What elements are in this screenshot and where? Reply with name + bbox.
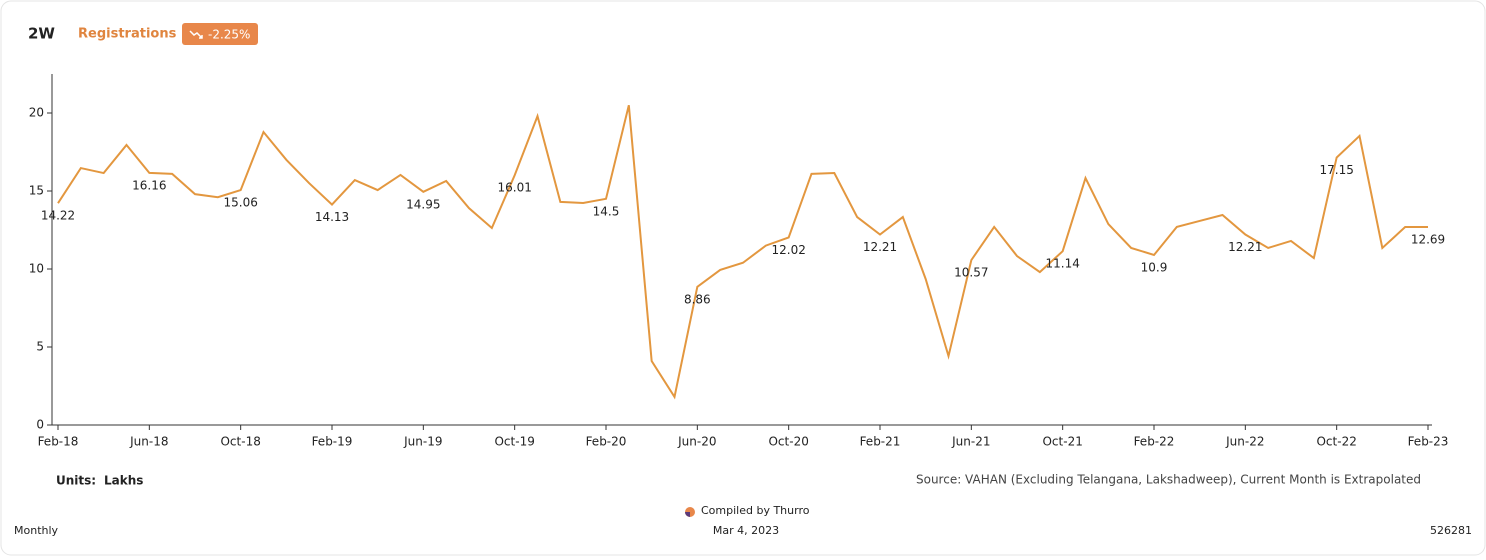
data-label: 14.22 xyxy=(41,209,75,223)
units-label: Units: xyxy=(56,474,96,488)
x-tick-label: Jun-20 xyxy=(677,435,716,449)
data-label: 12.21 xyxy=(1228,240,1262,254)
x-tick-label: Jun-21 xyxy=(951,435,990,449)
y-tick-label: 5 xyxy=(36,340,44,354)
data-label: 16.16 xyxy=(132,178,166,192)
data-label: 14.95 xyxy=(406,197,440,211)
series-line xyxy=(57,104,1428,400)
data-label: 14.13 xyxy=(315,210,349,224)
x-tick-label: Oct-19 xyxy=(494,435,534,449)
y-tick-label: 0 xyxy=(36,418,44,432)
y-tick-label: 10 xyxy=(29,262,44,276)
chart-id: 526281 xyxy=(1430,524,1472,537)
data-label: 12.21 xyxy=(863,240,897,254)
data-label: 17.15 xyxy=(1319,163,1353,177)
data-label: 12.69 xyxy=(1411,233,1445,247)
y-tick-label: 15 xyxy=(29,184,44,198)
compiled-by: Compiled by Thurro xyxy=(701,504,810,517)
x-tick-label: Feb-23 xyxy=(1408,435,1449,449)
x-tick-label: Feb-20 xyxy=(586,435,627,449)
chart-title: 2W xyxy=(28,25,55,43)
x-tick-label: Feb-22 xyxy=(1134,435,1175,449)
data-label: 8.86 xyxy=(684,292,711,306)
x-tick-label: Jun-22 xyxy=(1225,435,1264,449)
trend-icon xyxy=(189,30,203,39)
x-tick-label: Jun-18 xyxy=(129,435,168,449)
x-tick-label: Feb-19 xyxy=(312,435,353,449)
legend-entry[interactable]: Registrations xyxy=(78,27,177,42)
units: Lakhs xyxy=(104,474,143,488)
data-label: 16.01 xyxy=(497,181,531,195)
x-tick-label: Oct-18 xyxy=(220,435,260,449)
x-tick-label: Jun-19 xyxy=(403,435,442,449)
data-label: 12.02 xyxy=(771,243,805,257)
x-tick-label: Feb-21 xyxy=(860,435,901,449)
data-label: 14.5 xyxy=(593,204,620,218)
x-tick-label: Feb-18 xyxy=(38,435,79,449)
frequency: Monthly xyxy=(14,524,59,537)
x-tick-label: Oct-22 xyxy=(1316,435,1356,449)
source: Source: VAHAN (Excluding Telangana, Laks… xyxy=(916,473,1421,487)
data-label: 11.14 xyxy=(1045,257,1079,271)
data-label: 10.9 xyxy=(1141,260,1168,274)
logo-part xyxy=(685,512,690,517)
y-tick-label: 20 xyxy=(29,106,44,120)
data-label: 15.06 xyxy=(223,196,257,210)
change-badge xyxy=(182,23,258,45)
x-tick-label: Oct-20 xyxy=(768,435,808,449)
data-label: 10.57 xyxy=(954,266,988,280)
x-tick-label: Oct-21 xyxy=(1042,435,1082,449)
change-value: -2.25% xyxy=(208,28,250,42)
date: Mar 4, 2023 xyxy=(713,524,779,537)
